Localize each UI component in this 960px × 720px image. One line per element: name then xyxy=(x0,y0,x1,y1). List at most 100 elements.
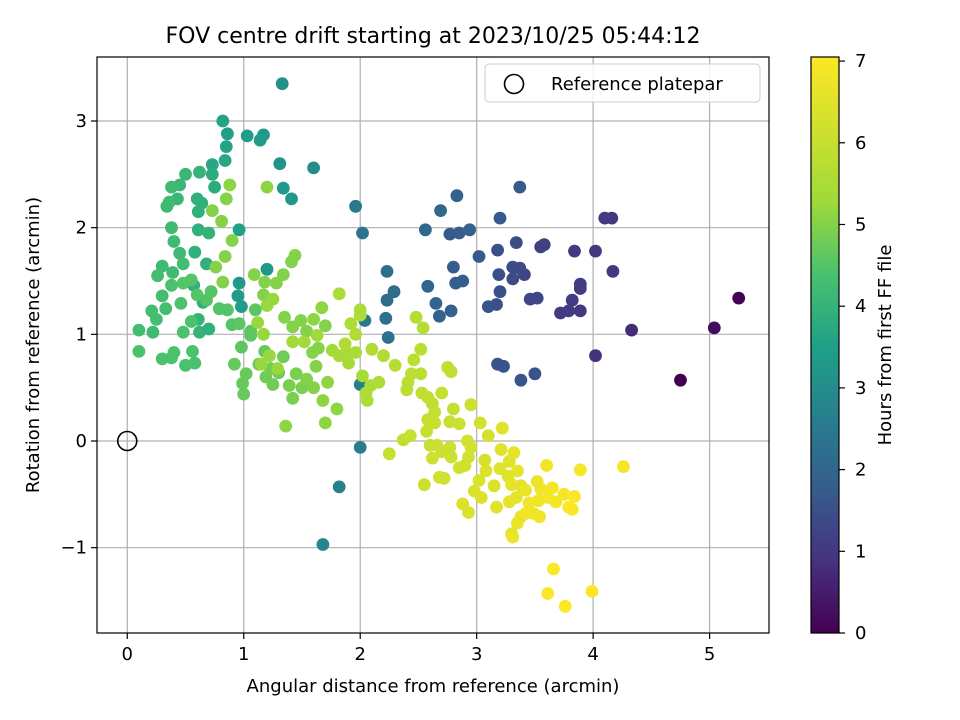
data-point xyxy=(573,304,587,318)
data-point xyxy=(223,178,237,192)
data-point xyxy=(285,192,298,206)
x-tick-label: 4 xyxy=(587,644,598,665)
data-point xyxy=(188,356,202,370)
data-point xyxy=(419,223,432,237)
data-point xyxy=(530,475,544,488)
data-point xyxy=(387,285,401,299)
data-point xyxy=(247,268,261,281)
data-point xyxy=(165,180,178,194)
colorbar-tick-label: 0 xyxy=(855,623,866,644)
data-point xyxy=(309,359,323,373)
colorbar-tick-label: 2 xyxy=(855,460,866,481)
data-point xyxy=(534,240,548,254)
data-point xyxy=(232,223,246,237)
data-point xyxy=(205,158,219,172)
data-point xyxy=(443,441,457,454)
data-point xyxy=(257,327,270,341)
data-point xyxy=(617,460,630,473)
colorbar-tick-label: 7 xyxy=(855,51,866,72)
data-point xyxy=(540,459,553,472)
data-point xyxy=(472,474,486,487)
data-point xyxy=(132,345,146,358)
data-point xyxy=(478,453,492,467)
data-point xyxy=(216,275,230,289)
data-point xyxy=(365,342,379,356)
y-tick-label: 2 xyxy=(76,218,87,239)
data-point xyxy=(426,451,439,465)
data-point xyxy=(421,413,435,427)
colorbar-gradient xyxy=(811,57,839,633)
data-point xyxy=(235,340,248,354)
reference-platepar-marker xyxy=(116,430,138,452)
data-point xyxy=(447,402,460,416)
data-point xyxy=(190,192,204,206)
data-point xyxy=(236,377,250,390)
data-point xyxy=(273,157,287,171)
y-tick-label: 1 xyxy=(76,324,87,345)
data-point xyxy=(344,317,358,331)
data-point xyxy=(414,367,428,381)
data-point xyxy=(231,289,245,303)
data-point xyxy=(228,357,241,371)
data-point xyxy=(184,315,198,328)
data-point xyxy=(490,500,503,514)
data-point xyxy=(165,278,178,292)
data-point xyxy=(473,416,487,430)
data-point xyxy=(541,587,555,600)
data-point xyxy=(360,394,374,407)
data-point xyxy=(509,236,523,250)
data-point xyxy=(452,226,466,240)
data-point xyxy=(176,257,190,271)
colorbar-label: Hours from first FF file xyxy=(875,245,896,446)
data-point xyxy=(565,293,579,307)
data-point xyxy=(204,285,218,299)
data-point xyxy=(444,304,458,318)
data-point xyxy=(481,429,495,443)
data-point xyxy=(491,243,504,257)
data-point xyxy=(239,367,253,381)
data-point xyxy=(449,276,463,290)
colorbar-tick-label: 4 xyxy=(855,296,866,317)
colorbar-frame xyxy=(810,56,840,634)
data-point xyxy=(297,335,311,349)
data-point xyxy=(218,154,232,167)
data-point xyxy=(174,297,188,310)
data-point xyxy=(462,450,475,464)
data-point xyxy=(519,483,532,497)
data-point xyxy=(573,282,587,295)
data-point xyxy=(625,323,638,337)
data-point xyxy=(276,268,290,281)
data-point xyxy=(311,341,325,355)
colorbar-tick-label: 5 xyxy=(855,214,866,235)
data-point xyxy=(263,349,276,363)
data-point xyxy=(221,303,234,317)
data-point xyxy=(565,502,579,516)
data-point xyxy=(377,349,390,363)
data-point xyxy=(254,357,268,371)
legend-marker xyxy=(503,73,525,95)
data-point xyxy=(160,199,174,213)
data-point xyxy=(434,204,447,218)
data-point xyxy=(307,161,320,175)
data-point xyxy=(495,421,509,435)
data-point xyxy=(219,140,233,154)
data-point xyxy=(288,249,302,262)
y-axis-ticks: −1 0 1 2 3 xyxy=(60,111,97,559)
data-point xyxy=(568,490,581,503)
data-point xyxy=(219,192,233,206)
data-point xyxy=(407,353,421,367)
data-point xyxy=(528,367,542,381)
data-point xyxy=(294,314,308,327)
data-point xyxy=(235,300,248,313)
data-point xyxy=(270,276,283,290)
data-point xyxy=(276,181,290,195)
data-point xyxy=(443,227,457,241)
data-point xyxy=(278,310,291,324)
data-point xyxy=(511,464,524,478)
data-point xyxy=(497,359,510,373)
data-point xyxy=(316,538,330,551)
data-point xyxy=(173,246,187,260)
data-point xyxy=(372,375,386,389)
data-point xyxy=(493,211,507,225)
data-point xyxy=(558,599,572,613)
